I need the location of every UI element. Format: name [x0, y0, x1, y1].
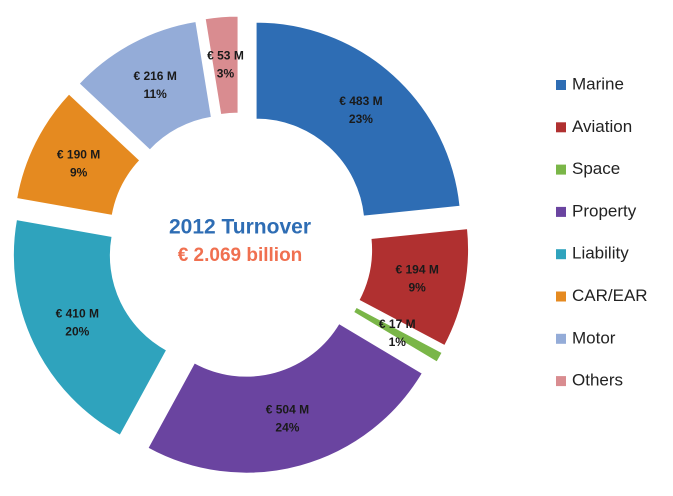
- slice-value-label: € 410 M: [56, 306, 99, 320]
- legend-swatch: [556, 333, 566, 344]
- slice-percent-label: 20%: [65, 324, 89, 338]
- legend-swatch: [556, 206, 566, 217]
- slice-value-label: € 504 M: [266, 402, 309, 416]
- legend-label: CAR/EAR: [572, 286, 648, 305]
- legend-swatch: [556, 164, 566, 175]
- donut-slice: [12, 219, 168, 436]
- chart-title: 2012 Turnover: [169, 216, 311, 239]
- legend-swatch: [556, 291, 566, 302]
- legend-swatch: [556, 122, 566, 133]
- slice-percent-label: 23%: [349, 112, 373, 126]
- legend-label: Others: [572, 371, 623, 390]
- legend-swatch: [556, 376, 566, 387]
- legend-label: Liability: [572, 244, 629, 263]
- legend-label: Motor: [572, 328, 616, 347]
- slice-percent-label: 11%: [143, 87, 167, 101]
- donut-slice: [358, 228, 470, 347]
- donut-slice: [255, 21, 461, 217]
- legend-label: Marine: [572, 74, 624, 93]
- donut-slice: [204, 15, 239, 116]
- slice-percent-label: 24%: [275, 420, 299, 434]
- slice-percent-label: 9%: [409, 281, 427, 295]
- legend-swatch: [556, 249, 566, 260]
- slice-value-label: € 194 M: [395, 263, 438, 277]
- legend-label: Aviation: [572, 117, 632, 136]
- chart-subtitle: € 2.069 billion: [178, 245, 303, 266]
- donut-slice: [16, 93, 141, 216]
- legend-label: Space: [572, 159, 620, 178]
- legend-swatch: [556, 80, 566, 90]
- donut-slice: [352, 306, 443, 363]
- donut-slice: [78, 20, 212, 151]
- donut-slice: [147, 322, 423, 474]
- slice-value-label: € 483 M: [339, 94, 382, 108]
- slice-value-label: € 17 M: [379, 317, 416, 331]
- slice-percent-label: 9%: [70, 165, 88, 179]
- slice-percent-label: 3%: [217, 66, 235, 80]
- slice-value-label: € 53 M: [207, 48, 244, 62]
- legend-label: Property: [572, 201, 637, 220]
- slice-value-label: € 190 M: [57, 147, 100, 161]
- slice-percent-label: 1%: [389, 335, 407, 349]
- slice-value-label: € 216 M: [133, 69, 176, 83]
